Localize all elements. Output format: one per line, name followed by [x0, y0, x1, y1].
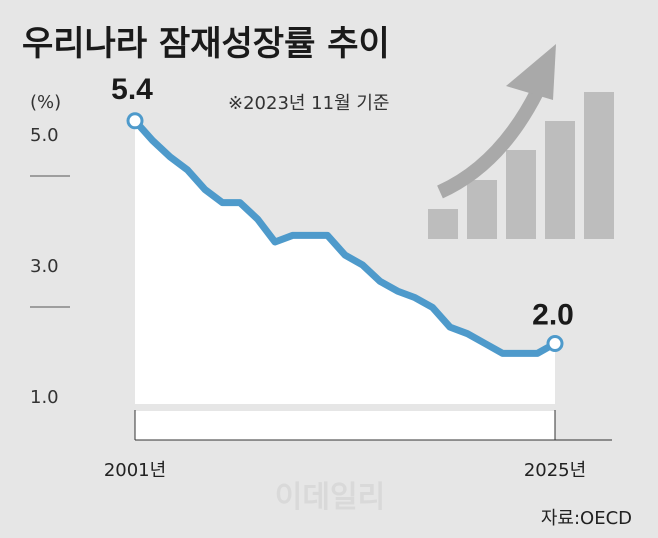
y-tick-label: 1.0 [30, 387, 59, 408]
growth-bar [506, 150, 536, 239]
data-point [546, 335, 564, 352]
growth-bar [467, 180, 497, 239]
y-tick-label: 5.0 [30, 125, 59, 146]
trend-arrow-icon [437, 44, 556, 199]
growth-bar [428, 209, 458, 239]
x-tick-label: 2025년 [524, 460, 586, 481]
y-unit-label: (%) [30, 92, 61, 113]
data-label: 5.4 [111, 73, 153, 106]
data-label: 2.0 [532, 299, 574, 332]
area-fill [135, 120, 555, 405]
watermark-logo: 이데일리 [275, 480, 385, 515]
data-point [126, 112, 144, 130]
chart-title: 우리나라 잠재성장률 추이 [22, 24, 390, 64]
date-note: ※2023년 11월 기준 [228, 93, 389, 114]
growth-bar [545, 121, 575, 239]
growth-bars-icon [428, 92, 614, 239]
plot-area: 5.0 3.0 1.0 5.4 2.0 [30, 73, 574, 440]
growth-bar [584, 92, 614, 239]
source-label: 자료:OECD [541, 508, 632, 529]
y-tick-label: 3.0 [30, 256, 59, 277]
area-base-band [135, 411, 555, 440]
x-tick-label: 2001년 [104, 460, 166, 481]
